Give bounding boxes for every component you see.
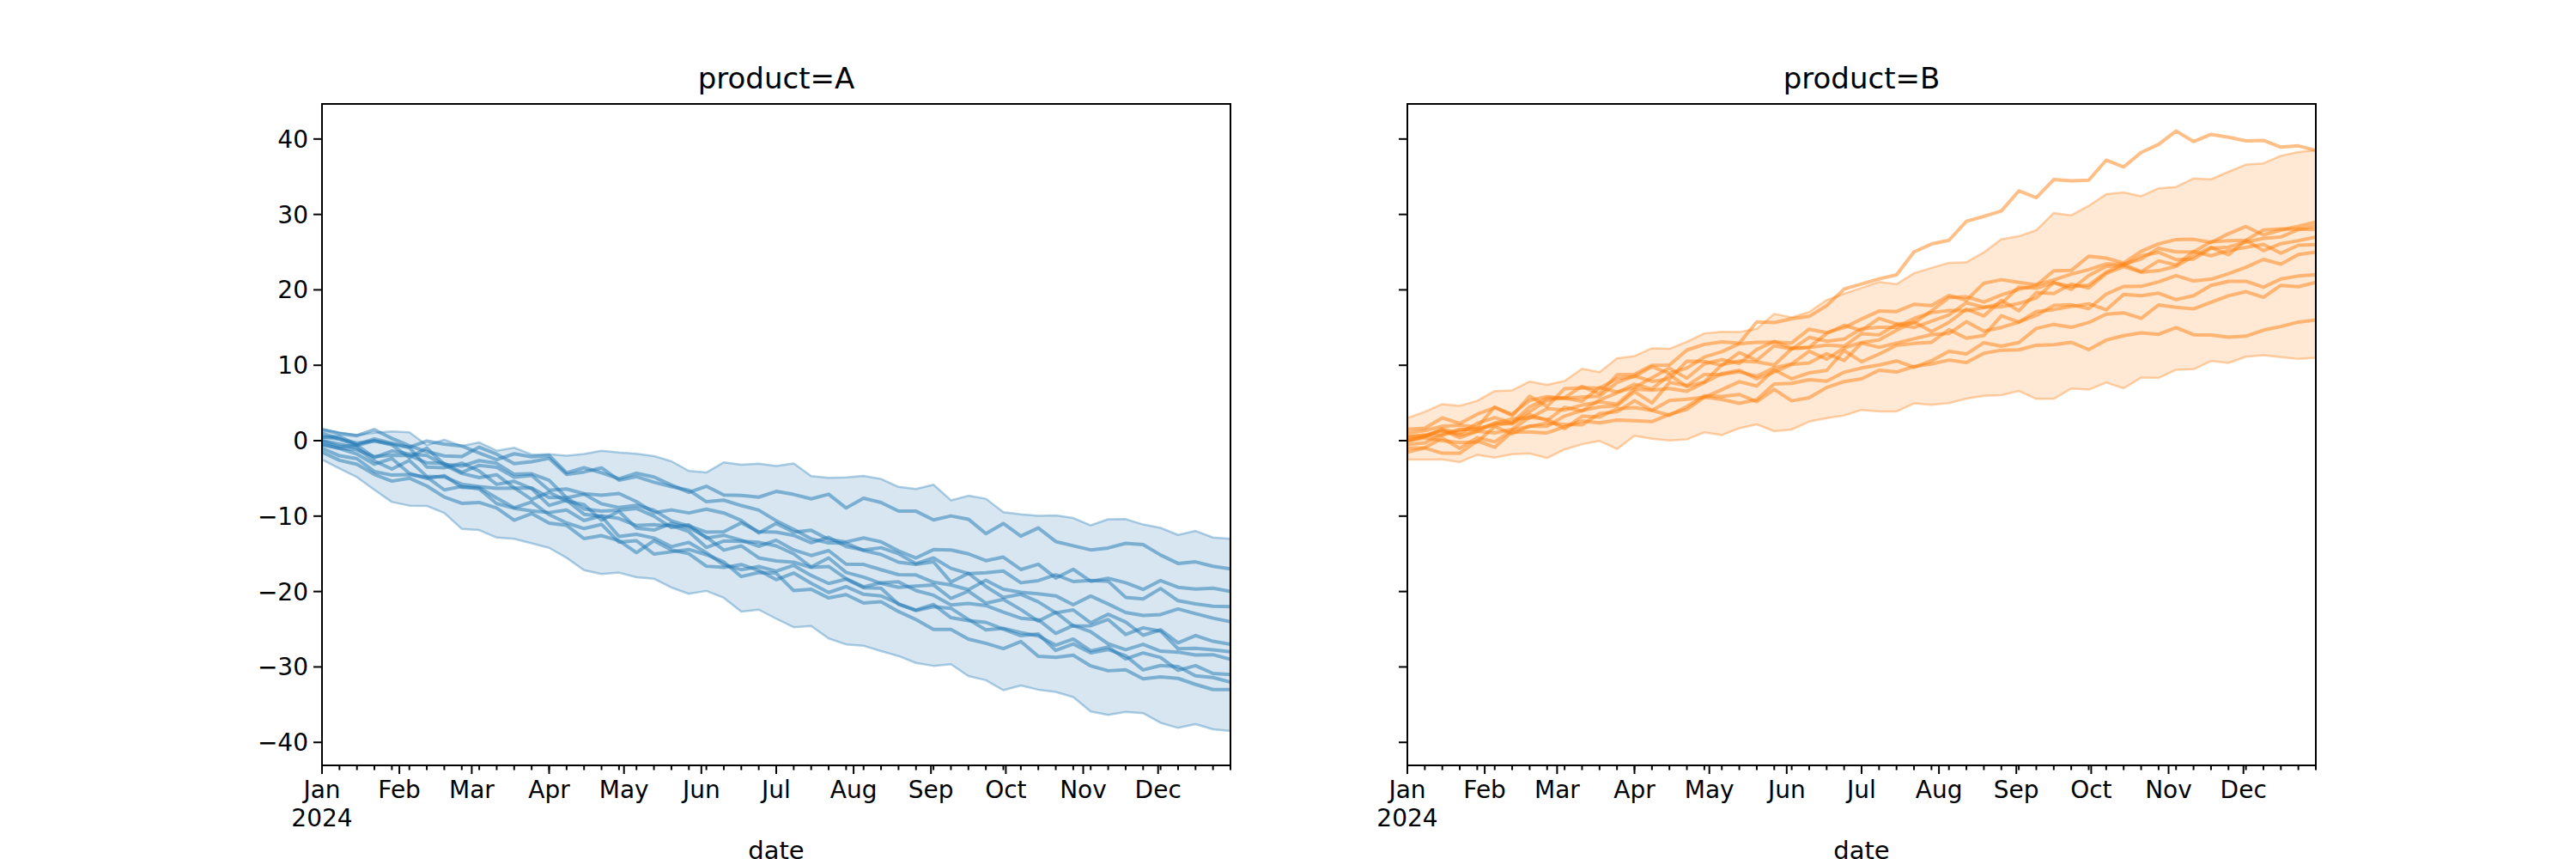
x-tick-label: Jul	[1845, 776, 1876, 804]
x-tick-label: Oct	[2070, 776, 2111, 804]
x-tick-label: Sep	[908, 776, 954, 804]
subplot-title: product=B	[1783, 61, 1941, 95]
y-tick-label: 0	[293, 427, 308, 455]
x-tick-label: Nov	[2145, 776, 2192, 804]
subplot-title: product=A	[698, 61, 855, 95]
x-tick-label: Feb	[1463, 776, 1506, 804]
figure-canvas: Jan Feb Mar Apr May Jun Jul Aug Sep Oct Nov Dec 2024…	[0, 0, 2576, 859]
x-tick-label: Jun	[1766, 776, 1806, 804]
x-tick-label: Oct	[985, 776, 1026, 804]
x-tick-label: Mar	[449, 776, 495, 804]
x-tick-label: Nov	[1060, 776, 1107, 804]
x-tick-label: May	[599, 776, 649, 804]
x-axis-label: date	[748, 836, 804, 859]
x-tick-label: Jun	[681, 776, 720, 804]
x-tick-label: Sep	[1994, 776, 2039, 804]
x-tick-label: May	[1685, 776, 1735, 804]
y-tick-label: −30	[258, 653, 308, 681]
y-tick-label: −20	[258, 578, 308, 606]
x-tick-year-label: 2024	[291, 804, 352, 832]
x-tick-label: Apr	[1613, 776, 1656, 804]
subplot-product-b: Jan Feb Mar Apr May Jun Jul Aug Sep Oct Nov Dec 2024…	[1376, 61, 2316, 859]
y-tick-label: −10	[258, 503, 308, 531]
x-tick-label: Jul	[760, 776, 791, 804]
x-tick-label: Mar	[1534, 776, 1580, 804]
y-tick-label: 40	[277, 125, 308, 154]
x-tick-label: Apr	[528, 776, 570, 804]
y-tick-label: 20	[277, 276, 308, 304]
x-tick-label: Dec	[2221, 776, 2267, 804]
x-tick-label: Aug	[1916, 776, 1963, 804]
x-tick-label: Aug	[830, 776, 878, 804]
subplot-product-a: Jan Feb Mar Apr May Jun Jul Aug Sep Oct Nov Dec 2024…	[258, 61, 1230, 859]
y-tick-label: 10	[277, 351, 308, 380]
x-tick-label: Dec	[1135, 776, 1182, 804]
y-tick-label: 30	[277, 201, 308, 229]
x-tick-label: Jan	[301, 776, 340, 804]
facet-line-chart: Jan Feb Mar Apr May Jun Jul Aug Sep Oct Nov Dec 2024…	[0, 0, 2576, 859]
x-tick-label: Feb	[378, 776, 421, 804]
x-tick-label: Jan	[1387, 776, 1425, 804]
x-axis-label: date	[1833, 836, 1889, 859]
y-tick-label: −40	[258, 728, 308, 757]
x-tick-year-label: 2024	[1376, 804, 1437, 832]
